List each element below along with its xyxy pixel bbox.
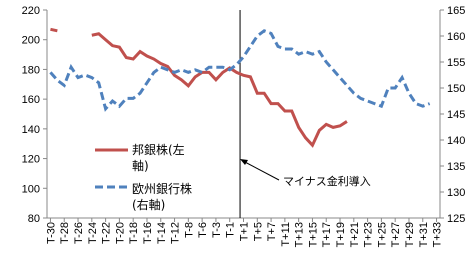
- x-tick-label: T+15: [307, 222, 319, 247]
- x-tick-label: T+17: [321, 222, 333, 247]
- legend-label: 欧州銀行株(右軸): [132, 182, 193, 212]
- annotation-arrowhead: [240, 159, 248, 165]
- annotation-arrow: [242, 160, 280, 181]
- x-tick-label: T-20: [114, 222, 126, 244]
- series-line: [49, 29, 431, 112]
- y2-tick-label: 130: [447, 187, 465, 199]
- y2-tick-label: 125: [447, 213, 465, 225]
- x-tick-label: T+13: [294, 222, 306, 247]
- y-tick-label: 120: [22, 154, 40, 166]
- y-tick-label: 220: [22, 5, 40, 17]
- y-tick-label: 200: [22, 35, 40, 47]
- x-tick-label: T-30: [45, 222, 57, 244]
- x-tick-label: T-22: [101, 222, 113, 244]
- y2-tick-label: 150: [447, 83, 465, 95]
- x-tick-label: T-24: [87, 222, 99, 244]
- x-tick-label: T+21: [349, 222, 361, 247]
- x-tick-label: T-1: [225, 222, 237, 238]
- x-tick-label: T+7: [266, 222, 278, 241]
- x-tick-label: T+5: [252, 222, 264, 241]
- x-tick-label: T+27: [390, 222, 402, 247]
- x-tick-label: T+31: [418, 222, 430, 247]
- series-line: [91, 32, 348, 148]
- y2-tick-label: 145: [447, 109, 465, 121]
- y-tick-label: 100: [22, 183, 40, 195]
- y2-tick-label: 135: [447, 161, 465, 173]
- x-tick-label: T-14: [156, 222, 168, 244]
- y-tick-label: 180: [22, 64, 40, 76]
- y-tick-label: 140: [22, 124, 40, 136]
- x-tick-label: T+23: [363, 222, 375, 247]
- x-tick-label: T+11: [280, 222, 292, 247]
- x-tick-label: T+25: [376, 222, 388, 247]
- x-tick-label: T-8: [183, 222, 195, 238]
- x-tick-label: T-16: [142, 222, 154, 244]
- series-line: [50, 27, 58, 33]
- x-tick-label: T-12: [170, 222, 182, 244]
- x-tick-label: T+33: [432, 222, 444, 247]
- y2-tick-label: 160: [447, 31, 465, 43]
- annotation: マイナス金利導入: [283, 175, 371, 188]
- x-tick-label: T-3: [211, 222, 223, 238]
- x-tick-label: T-6: [197, 222, 209, 238]
- y2-tick-label: 165: [447, 5, 465, 17]
- y-tick-label: 80: [28, 213, 40, 225]
- x-tick-label: T+29: [404, 222, 416, 247]
- x-tick-label: T-28: [59, 222, 71, 244]
- legend-label: 邦銀株(左軸): [132, 143, 185, 173]
- x-tick-label: T-26: [73, 222, 85, 244]
- y2-tick-label: 155: [447, 57, 465, 69]
- y-tick-label: 160: [22, 94, 40, 106]
- x-tick-label: T+19: [335, 222, 347, 247]
- x-tick-label: T+1: [239, 222, 251, 241]
- y2-tick-label: 140: [447, 135, 465, 147]
- x-tick-label: T-18: [128, 222, 140, 244]
